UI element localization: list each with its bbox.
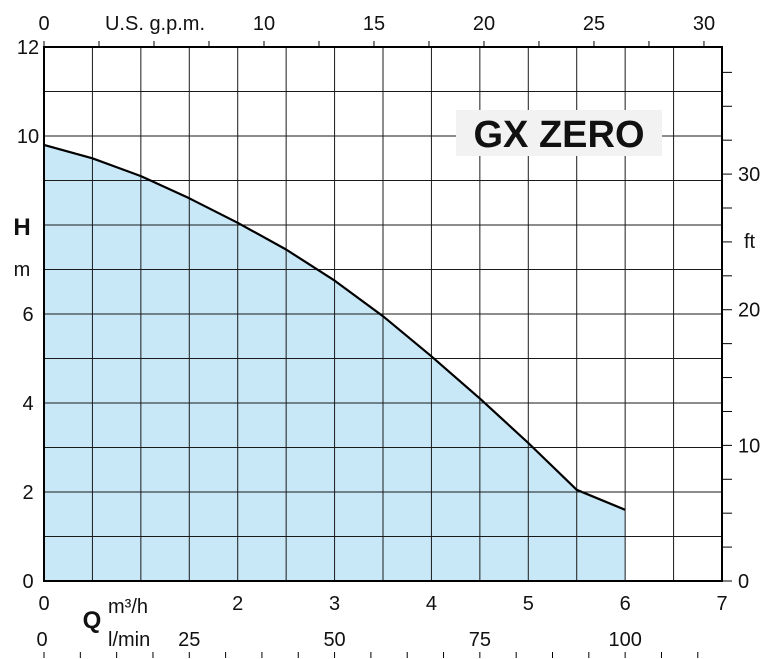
left-tick-label: 2 [22, 482, 33, 504]
title-box [456, 110, 662, 156]
bottom-secondary-tick-label: 50 [323, 629, 345, 651]
bottom-tick-label: 6 [620, 593, 631, 615]
top-tick-label: 15 [363, 13, 385, 35]
bottom-axis-unit: m³/h [108, 596, 148, 618]
bottom-axis-title: Q [83, 607, 102, 634]
top-tick-label: 0 [38, 13, 49, 35]
top-axis-title: U.S. g.p.m. [105, 13, 205, 35]
bottom-tick-label: 7 [716, 593, 727, 615]
bottom-secondary-tick-label: 25 [178, 629, 200, 651]
top-tick-label: 25 [583, 13, 605, 35]
left-axis-title: H [13, 214, 30, 241]
bottom-tick-label: 4 [426, 593, 437, 615]
top-tick-label: 10 [253, 13, 275, 35]
bottom-secondary-tick-label: 0 [36, 629, 47, 651]
bottom-secondary-tick-label: 100 [608, 629, 641, 651]
right-axis-unit: ft [744, 231, 756, 253]
plot-frame [43, 46, 723, 582]
right-tick-label: 30 [738, 164, 760, 186]
top-tick-label: 30 [693, 13, 715, 35]
left-tick-label: 6 [22, 304, 33, 326]
bottom-secondary-axis-unit: l/min [108, 629, 150, 651]
left-tick-label: 4 [22, 393, 33, 415]
bottom-tick-label: 5 [523, 593, 534, 615]
left-tick-label: 12 [17, 37, 39, 59]
right-tick-label: 20 [738, 300, 760, 322]
right-tick-label: 10 [738, 435, 760, 457]
chart-title: GX ZERO [473, 114, 644, 156]
left-tick-label: 0 [22, 571, 33, 593]
bottom-tick-label: 0 [38, 593, 49, 615]
right-tick-label: 0 [738, 571, 749, 593]
bottom-tick-label: 2 [232, 593, 243, 615]
bottom-secondary-tick-label: 75 [469, 629, 491, 651]
performance-curve [43, 143, 626, 511]
left-tick-label: 10 [17, 126, 39, 148]
left-axis-unit: m [14, 259, 31, 281]
top-tick-label: 20 [473, 13, 495, 35]
bottom-tick-label: 3 [329, 593, 340, 615]
